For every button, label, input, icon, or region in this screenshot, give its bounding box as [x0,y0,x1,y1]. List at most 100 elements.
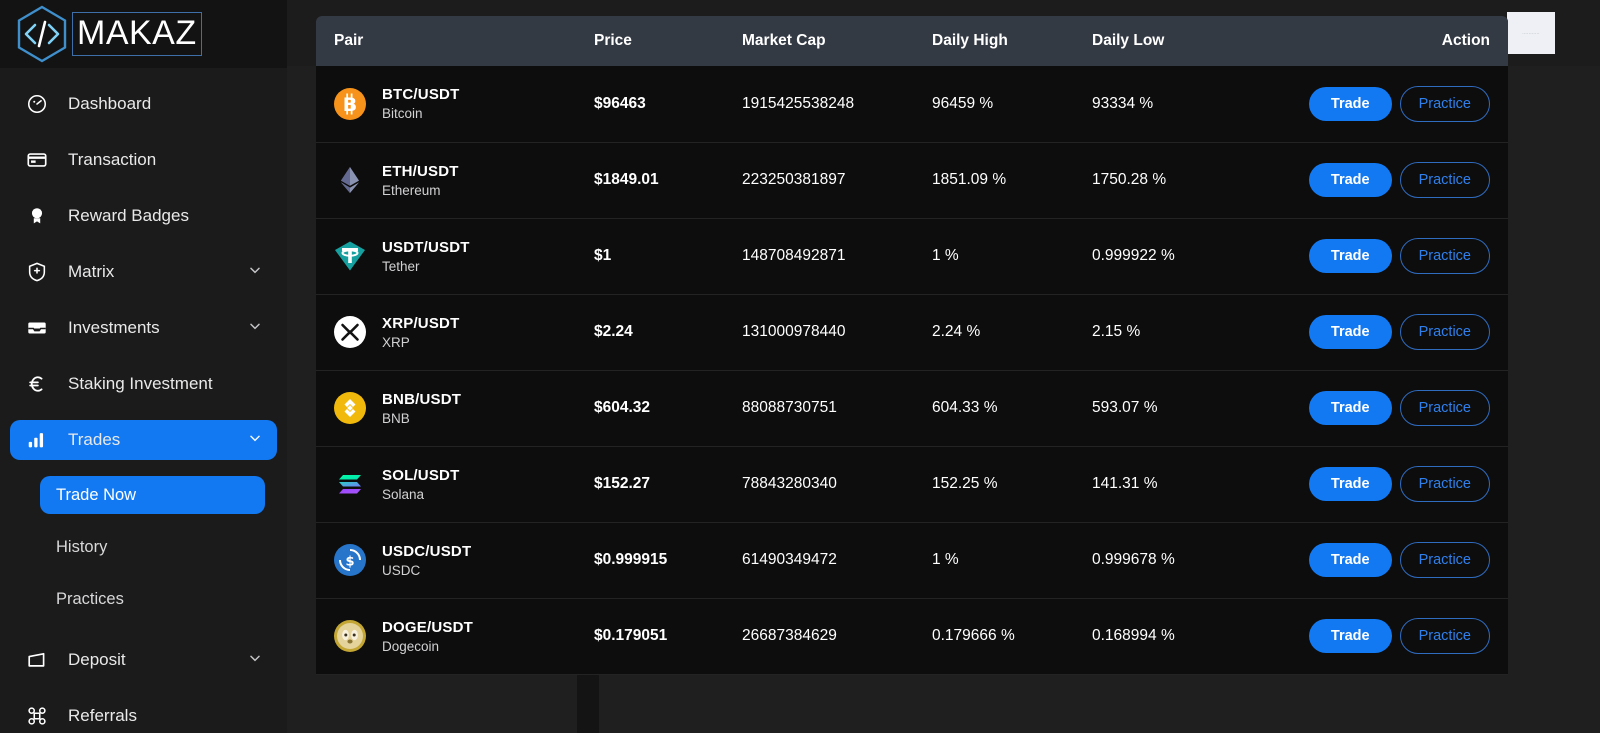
daily-high-value: 1851.09 % [932,171,1007,188]
sidebar-item-label: Transaction [68,150,157,169]
table-row[interactable]: SOL/USDT Solana $152.27 78843280340 152.25 %… [316,446,1508,522]
chevron-down-icon[interactable] [247,318,263,339]
market-cap-value: 61490349472 [742,551,837,568]
xrp-icon [334,316,366,348]
sidebar-item-investments[interactable]: Investments [10,308,277,348]
pair-text: BNB/USDT BNB [382,391,461,426]
table-row[interactable]: BNB/USDT BNB $604.32 88088730751 604.33 % 593… [316,370,1508,446]
practice-button[interactable]: Practice [1399,466,1490,502]
topbar-widget[interactable]: ........... [1507,12,1555,54]
column-header-pair[interactable]: Pair [316,16,594,66]
inbox-icon [24,317,50,339]
practice-button[interactable]: Practice [1399,85,1490,122]
cell-daily-high: 96459 % [932,66,1092,142]
cell-price: $96463 [594,66,742,142]
sidebar-item-label: Staking Investment [68,374,213,393]
daily-high-value: 1 % [932,551,959,568]
pair-symbol: ETH/USDT [382,162,459,180]
sidebar-item-trades[interactable]: Trades [10,420,277,460]
sidebar-item-transaction[interactable]: Transaction [10,140,277,180]
cell-market-cap: 148708492871 [742,218,932,294]
column-header-daily-high[interactable]: Daily High [932,16,1092,66]
trade-button[interactable]: Trade [1308,391,1392,425]
table-head: Pair Price Market Cap Daily High Daily L… [316,16,1508,66]
code-hexagon-icon [17,5,67,63]
cell-price: $0.999915 [594,522,742,598]
sidebar-item-label: Investments [68,318,160,337]
cell-daily-high: 1851.09 % [932,142,1092,218]
trade-button[interactable]: Trade [1308,543,1392,577]
brand-header[interactable]: MAKAZ [0,0,287,68]
table-row[interactable]: DOGE/USDT Dogecoin $0.179051 26687384629 0.1… [316,598,1508,674]
chevron-down-icon[interactable] [247,262,263,283]
cell-action: Trade Practice [1308,218,1508,294]
trade-button[interactable]: Trade [1308,315,1392,349]
practice-button[interactable]: Practice [1399,238,1490,274]
pair-name: USDC [382,562,421,578]
svg-text:B: B [343,94,357,116]
daily-high-value: 1 % [932,247,959,264]
sidebar-item-dashboard[interactable]: Dashboard [10,84,277,124]
table-row[interactable]: USDT/USDT Tether $1 148708492871 1 % 0.999922… [316,218,1508,294]
trade-button[interactable]: Trade [1308,239,1392,273]
trade-button[interactable]: Trade [1308,86,1392,121]
sidebar-subitem-label: Practices [56,589,124,608]
market-cap-value: 223250381897 [742,171,846,188]
cell-action: Trade Practice [1308,598,1508,674]
markets-table-card: Pair Price Market Cap Daily High Daily L… [316,16,1508,675]
cell-daily-low: 1750.28 % [1092,142,1322,218]
pair-text: XRP/USDT XRP [382,315,459,350]
table-row[interactable]: B BTC/USDT Bitcoin $96463 1915425538248 96459… [316,66,1508,142]
cell-price: $2.24 [594,294,742,370]
practice-button[interactable]: Practice [1399,618,1490,654]
action-buttons: Trade Practice [1308,85,1508,122]
pair-symbol: DOGE/USDT [382,618,473,636]
chevron-down-icon[interactable] [247,650,263,671]
sidebar-item-referrals[interactable]: Referrals [10,696,277,733]
action-buttons: Trade Practice [1308,238,1508,274]
cell-market-cap: 78843280340 [742,446,932,522]
sidebar: MAKAZ Dashboard Tr [0,0,287,733]
column-header-price[interactable]: Price [594,16,742,66]
trade-button[interactable]: Trade [1308,467,1392,501]
pair-cell: BNB/USDT BNB [334,391,594,426]
sidebar-subitem-trade-now[interactable]: Trade Now [40,476,265,514]
table-row[interactable]: $ USDC/USDT USDC $0.999915 61490349472 1 % 0.9… [316,522,1508,598]
practice-button[interactable]: Practice [1399,542,1490,578]
sidebar-item-label: Matrix [68,262,115,281]
sidebar-item-staking-investment[interactable]: Staking Investment [10,364,277,404]
sidebar-subitem-label: Trade Now [56,485,137,504]
sidebar-subitem-history[interactable]: History [40,528,265,566]
table-row[interactable]: XRP/USDT XRP $2.24 131000978440 2.24 % 2.15 %… [316,294,1508,370]
dogecoin-icon [334,620,366,652]
wallet-icon [24,649,50,671]
sidebar-item-reward-badges[interactable]: Reward Badges [10,196,277,236]
sidebar-item-label: Referrals [68,706,137,725]
cell-daily-low: 93334 % [1092,66,1322,142]
cell-pair: $ USDC/USDT USDC [316,522,594,598]
pair-cell: USDT/USDT Tether [334,239,594,274]
column-header-daily-low[interactable]: Daily Low [1092,16,1322,66]
table-row[interactable]: ETH/USDT Ethereum $1849.01 223250381897 1851… [316,142,1508,218]
pair-symbol: BTC/USDT [382,86,460,104]
column-header-market-cap[interactable]: Market Cap [742,16,932,66]
cell-daily-low: 0.999678 % [1092,522,1322,598]
practice-button[interactable]: Practice [1399,314,1490,350]
practice-button[interactable]: Practice [1399,162,1490,198]
action-buttons: Trade Practice [1308,390,1508,426]
chevron-down-icon[interactable] [247,430,263,451]
cell-market-cap: 88088730751 [742,370,932,446]
market-cap-value: 26687384629 [742,627,837,644]
trade-button[interactable]: Trade [1308,619,1392,653]
trade-button[interactable]: Trade [1308,163,1392,197]
sidebar-subitem-practices[interactable]: Practices [40,580,265,618]
pair-name: XRP [382,334,410,350]
daily-high-value: 604.33 % [932,399,998,416]
sidebar-item-matrix[interactable]: Matrix [10,252,277,292]
sidebar-item-deposit[interactable]: Deposit [10,640,277,680]
practice-button[interactable]: Practice [1399,390,1490,426]
sidebar-subitem-label: History [56,537,108,556]
cell-pair: USDT/USDT Tether [316,218,594,294]
action-buttons: Trade Practice [1308,466,1508,502]
cell-action: Trade Practice [1308,66,1508,142]
